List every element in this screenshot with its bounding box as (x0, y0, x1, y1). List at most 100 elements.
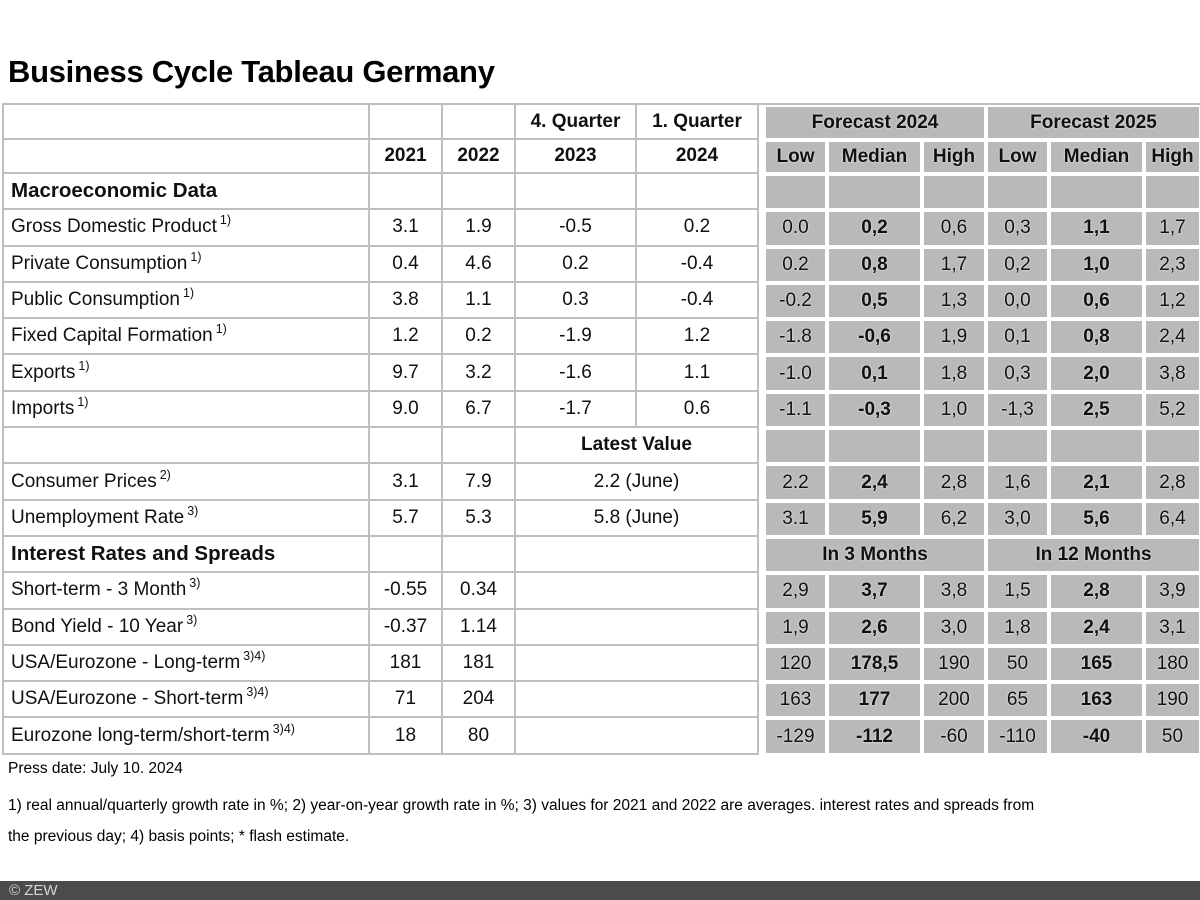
forecast-median: 0,6 (1049, 282, 1144, 320)
section-header: Interest Rates and Spreads (4, 536, 370, 574)
footnote-line: the previous day; 4) basis points; * fla… (8, 828, 350, 845)
column-gap (759, 682, 764, 719)
forecast-high: 2,3 (1144, 246, 1200, 283)
forecast-median: 165 (1049, 645, 1144, 683)
forecast-group-header: Forecast 2024 (764, 105, 986, 140)
value-cell: 0.3 (516, 282, 637, 320)
value-cell: 9.7 (370, 355, 443, 392)
forecast-low: -0.2 (764, 282, 827, 320)
column-gap (759, 609, 764, 646)
forecast-subcol-header: Median (1049, 140, 1144, 174)
value-cell: -0.4 (637, 282, 759, 320)
column-gap (759, 464, 764, 501)
forecast-low: 3,0 (986, 500, 1049, 537)
empty-forecast-cell (922, 174, 986, 211)
empty-cell (516, 174, 637, 211)
row-label: Private Consumption 1) (4, 246, 370, 283)
value-cell: -1.6 (516, 355, 637, 392)
forecast-subcol-header: Low (764, 140, 827, 174)
forecast-high: 190 (1144, 682, 1200, 719)
empty-forecast-cell (1049, 174, 1144, 211)
value-cell: 1.2 (370, 319, 443, 356)
empty-cell (443, 536, 516, 574)
forecast-subcol-header: High (1144, 140, 1200, 174)
forecast-high: 1,8 (922, 355, 986, 392)
value-cell: -0.37 (370, 609, 443, 646)
copyright-bar: © ZEW (0, 881, 1200, 900)
forecast-median: 2,4 (827, 464, 922, 501)
forecast-low: 2.2 (764, 464, 827, 501)
empty-forecast-cell (922, 428, 986, 465)
empty-cell (370, 174, 443, 211)
forecast-group-header: Forecast 2025 (986, 105, 1200, 140)
footnote-marker: 1) (219, 213, 232, 228)
empty-forecast-cell (827, 174, 922, 211)
value-cell: 5.3 (443, 500, 516, 537)
forecast-high: 2,8 (922, 464, 986, 501)
row-label: USA/Eurozone - Short-term 3)4) (4, 682, 370, 719)
footnote-line: 1) real annual/quarterly growth rate in … (8, 797, 1035, 814)
column-gap (759, 645, 764, 683)
copyright-text: © ZEW (9, 882, 58, 899)
quarter-year-header: 2024 (637, 140, 759, 174)
forecast-median: 0,1 (827, 355, 922, 392)
row-label: Public Consumption 1) (4, 282, 370, 320)
empty-cell (370, 428, 443, 465)
forecast-high: 2,8 (1144, 464, 1200, 501)
forecast-high: 1,3 (922, 282, 986, 320)
forecast-high: 3,9 (1144, 573, 1200, 610)
forecast-high: 3,1 (1144, 609, 1200, 646)
empty-forecast-cell (986, 428, 1049, 465)
corner-cell (4, 105, 370, 140)
empty-cell (443, 105, 516, 140)
column-gap (759, 210, 764, 247)
forecast-low: -1,3 (986, 391, 1049, 429)
empty-cell (516, 573, 759, 610)
column-gap (759, 355, 764, 392)
forecast-median: 2,5 (1049, 391, 1144, 429)
empty-forecast-cell (1144, 174, 1200, 211)
value-cell: 1.2 (637, 319, 759, 356)
forecast-high: 6,4 (1144, 500, 1200, 537)
forecast-median: 2,8 (1049, 573, 1144, 610)
quarter-header: 4. Quarter (516, 105, 637, 140)
press-date: Press date: July 10. 2024 (8, 760, 183, 777)
forecast-subcol-header: Median (827, 140, 922, 174)
footnote-marker: 1) (77, 394, 89, 409)
forecast-median: -112 (827, 718, 922, 755)
value-cell: 3.1 (370, 210, 443, 247)
row-label: Imports 1) (4, 391, 370, 429)
forecast-low: 1,9 (764, 609, 827, 646)
forecast-median: 0,2 (827, 210, 922, 247)
column-gap (759, 391, 764, 429)
forecast-high: 3,0 (922, 609, 986, 646)
value-cell: 1.9 (443, 210, 516, 247)
forecast-low: 65 (986, 682, 1049, 719)
column-gap (759, 174, 764, 211)
value-cell: 0.2 (516, 246, 637, 283)
empty-cell (516, 536, 759, 574)
value-cell: 1.1 (443, 282, 516, 320)
forecast-low: 3.1 (764, 500, 827, 537)
column-gap (759, 282, 764, 320)
footnote-marker: 3) (186, 612, 198, 627)
forecast-median: 3,7 (827, 573, 922, 610)
forecast-low: -1.1 (764, 391, 827, 429)
value-cell: 6.7 (443, 391, 516, 429)
column-gap (759, 573, 764, 610)
forecast-low: 0.0 (764, 210, 827, 247)
forecast-low: 0,1 (986, 319, 1049, 356)
forecast-low: 120 (764, 645, 827, 683)
forecast-low: -110 (986, 718, 1049, 755)
empty-forecast-cell (764, 428, 827, 465)
forecast-low: -1.8 (764, 319, 827, 356)
value-cell: 7.9 (443, 464, 516, 501)
tableau-table: 4. Quarter 1. Quarter Forecast 2024 Forecas… (2, 103, 1200, 755)
value-cell: 204 (443, 682, 516, 719)
row-label: Exports 1) (4, 355, 370, 392)
forecast-median: 2,1 (1049, 464, 1144, 501)
forecast-median: -40 (1049, 718, 1144, 755)
forecast-subcol-header: High (922, 140, 986, 174)
empty-cell (370, 105, 443, 140)
year-header: 2021 (370, 140, 443, 174)
